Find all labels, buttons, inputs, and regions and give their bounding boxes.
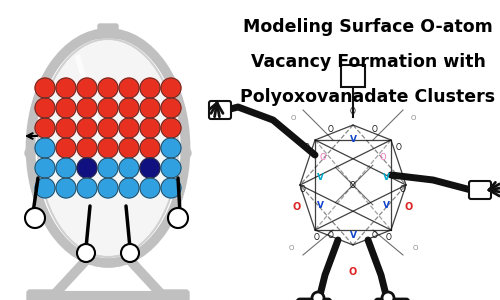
Text: O: O: [350, 107, 356, 116]
Circle shape: [77, 244, 95, 262]
Text: O: O: [304, 143, 310, 152]
FancyBboxPatch shape: [297, 299, 331, 300]
Text: O: O: [410, 115, 416, 121]
Circle shape: [98, 118, 118, 138]
Circle shape: [161, 78, 181, 98]
Ellipse shape: [30, 33, 186, 263]
Text: O: O: [320, 154, 326, 163]
Circle shape: [140, 138, 160, 158]
Circle shape: [161, 138, 181, 158]
Circle shape: [35, 178, 55, 198]
Text: O: O: [350, 181, 356, 190]
Circle shape: [77, 98, 97, 118]
Circle shape: [121, 244, 139, 262]
Circle shape: [140, 158, 160, 178]
Circle shape: [119, 78, 139, 98]
Text: O: O: [290, 115, 296, 121]
FancyBboxPatch shape: [27, 290, 61, 300]
Circle shape: [98, 138, 118, 158]
Circle shape: [56, 158, 76, 178]
Text: V: V: [382, 200, 390, 209]
Circle shape: [119, 98, 139, 118]
Circle shape: [35, 158, 55, 178]
Circle shape: [119, 178, 139, 198]
Circle shape: [98, 158, 118, 178]
Text: O: O: [380, 154, 386, 163]
Ellipse shape: [38, 39, 178, 257]
Circle shape: [77, 118, 97, 138]
Circle shape: [77, 178, 97, 198]
Circle shape: [56, 78, 76, 98]
Circle shape: [25, 148, 35, 158]
Circle shape: [98, 78, 118, 98]
Circle shape: [181, 148, 191, 158]
Circle shape: [140, 118, 160, 138]
Text: O: O: [372, 125, 378, 134]
Text: V: V: [350, 136, 356, 145]
Text: V: V: [382, 172, 390, 182]
Text: V: V: [316, 172, 324, 182]
Text: O: O: [300, 185, 306, 194]
Circle shape: [161, 98, 181, 118]
Circle shape: [35, 78, 55, 98]
Text: Polyoxovanadate Clusters: Polyoxovanadate Clusters: [240, 88, 496, 106]
FancyBboxPatch shape: [341, 65, 365, 87]
Text: O: O: [293, 202, 301, 212]
Circle shape: [25, 208, 45, 228]
Circle shape: [140, 78, 160, 98]
Circle shape: [168, 208, 188, 228]
Text: O: O: [349, 267, 357, 277]
Text: O: O: [328, 125, 334, 134]
FancyBboxPatch shape: [469, 181, 491, 199]
Circle shape: [56, 178, 76, 198]
Circle shape: [98, 178, 118, 198]
Circle shape: [35, 98, 55, 118]
Text: O: O: [328, 230, 334, 239]
Circle shape: [77, 78, 97, 98]
Circle shape: [56, 98, 76, 118]
Circle shape: [98, 98, 118, 118]
Circle shape: [382, 292, 394, 300]
Circle shape: [119, 118, 139, 138]
Circle shape: [77, 138, 97, 158]
Text: O: O: [400, 185, 406, 194]
FancyBboxPatch shape: [98, 24, 118, 42]
FancyBboxPatch shape: [375, 299, 409, 300]
Circle shape: [140, 98, 160, 118]
Text: O: O: [288, 245, 294, 251]
Text: V: V: [316, 200, 324, 209]
Circle shape: [119, 138, 139, 158]
Circle shape: [312, 292, 324, 300]
Circle shape: [35, 138, 55, 158]
Text: O: O: [396, 143, 402, 152]
FancyBboxPatch shape: [209, 101, 231, 119]
Circle shape: [119, 158, 139, 178]
Text: O: O: [405, 202, 413, 212]
Text: O: O: [386, 233, 392, 242]
FancyBboxPatch shape: [155, 290, 189, 300]
Text: Modeling Surface O-atom: Modeling Surface O-atom: [243, 18, 493, 36]
Text: O: O: [412, 245, 418, 251]
Circle shape: [56, 118, 76, 138]
Circle shape: [161, 158, 181, 178]
Circle shape: [161, 178, 181, 198]
Circle shape: [161, 118, 181, 138]
Text: V: V: [350, 230, 356, 239]
Circle shape: [56, 138, 76, 158]
Text: O: O: [314, 233, 320, 242]
Text: O: O: [372, 230, 378, 239]
Circle shape: [140, 178, 160, 198]
Text: Vacancy Formation with: Vacancy Formation with: [250, 53, 486, 71]
Circle shape: [35, 118, 55, 138]
Circle shape: [77, 158, 97, 178]
